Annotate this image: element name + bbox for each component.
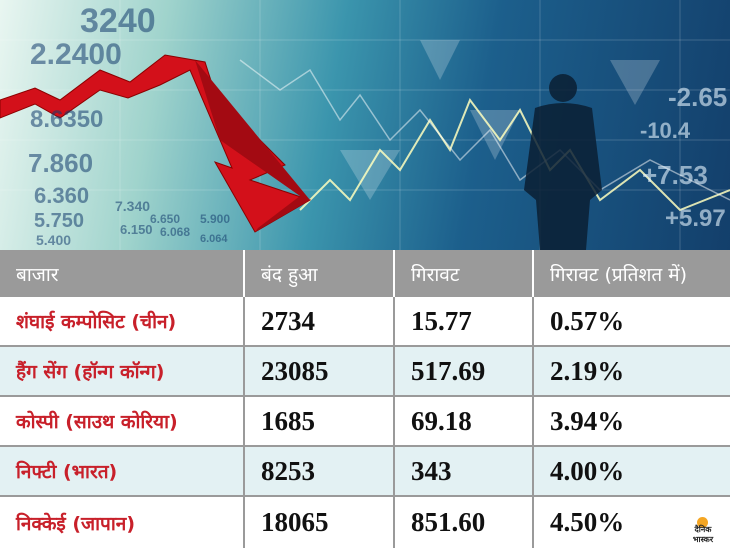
market-name: कोस्पी (साउथ कोरिया) [16, 411, 178, 433]
row-divider [0, 395, 730, 397]
row-divider [0, 345, 730, 347]
header-close: बंद हुआ [243, 250, 393, 297]
ticker-value: +5.97 [665, 205, 726, 232]
ticker-value: 8.6350 [30, 106, 104, 133]
sun-icon [697, 517, 708, 528]
close-value: 8253 [243, 447, 393, 495]
dainik-bhaskar-logo: दैनिक भास्कर [682, 516, 724, 546]
fall-value: 343 [393, 447, 532, 495]
row-divider [0, 495, 730, 497]
banner-graphic [0, 0, 730, 250]
ticker-value: 6.068 [160, 225, 191, 239]
ticker-value: 6.650 [150, 212, 181, 226]
header-percent: गिरावट (प्रतिशत में) [532, 250, 730, 297]
ticker-value: 6.150 [120, 222, 153, 237]
percent-value: 3.94% [532, 397, 730, 445]
ticker-value: 6.064 [200, 233, 228, 245]
ticker-value: 5.750 [34, 210, 85, 232]
percent-value: 2.19% [532, 347, 730, 395]
logo-line-1: दैनिक [694, 525, 712, 534]
market-name: निफ्टी (भारत) [16, 461, 118, 483]
percent-value: 4.50% [532, 497, 730, 548]
fall-value: 69.18 [393, 397, 532, 445]
ticker-value: -10.4 [640, 118, 691, 143]
table-row: निफ्टी (भारत) 8253 343 4.00% [0, 447, 730, 495]
fall-value: 517.69 [393, 347, 532, 395]
table-row: कोस्पी (साउथ कोरिया) 1685 69.18 3.94% [0, 397, 730, 445]
percent-value: 4.00% [532, 447, 730, 495]
logo-line-2: भास्कर [692, 535, 714, 544]
ticker-value: 7.340 [115, 198, 151, 214]
row-divider [0, 445, 730, 447]
ticker-value: 5.400 [36, 232, 72, 248]
market-name: निक्केई (जापान) [16, 512, 136, 535]
ticker-value: +7.53 [642, 160, 708, 190]
table-row: हैंग सेंग (हॉन्ग कॉन्ग) 23085 517.69 2.1… [0, 347, 730, 395]
percent-value: 0.57% [532, 297, 730, 345]
ticker-value: 2.2400 [30, 38, 122, 71]
ticker-value: -2.65 [668, 82, 728, 112]
ticker-value: 7.860 [28, 148, 94, 178]
header-market: बाजार [16, 263, 59, 286]
market-name: शंघाई कम्पोसिट (चीन) [16, 311, 177, 333]
fall-value: 15.77 [393, 297, 532, 345]
fall-value: 851.60 [393, 497, 532, 548]
close-value: 23085 [243, 347, 393, 395]
ticker-value: 6.360 [34, 183, 90, 208]
stock-market-banner: 3240 2.2400 8.6350 7.860 6.360 5.750 5.4… [0, 0, 730, 250]
table-row: निक्केई (जापान) 18065 851.60 4.50% [0, 497, 730, 548]
header-fall: गिरावट [393, 250, 532, 297]
market-fall-table: बाजार बंद हुआ गिरावट गिरावट (प्रतिशत में… [0, 250, 730, 548]
close-value: 2734 [243, 297, 393, 345]
ticker-value: 3240 [80, 2, 156, 40]
ticker-value: 5.900 [200, 212, 231, 226]
table-header-row: बाजार बंद हुआ गिरावट गिरावट (प्रतिशत में… [0, 250, 730, 297]
close-value: 1685 [243, 397, 393, 445]
market-name: हैंग सेंग (हॉन्ग कॉन्ग) [16, 361, 165, 383]
table-row: शंघाई कम्पोसिट (चीन) 2734 15.77 0.57% [0, 297, 730, 345]
close-value: 18065 [243, 497, 393, 548]
